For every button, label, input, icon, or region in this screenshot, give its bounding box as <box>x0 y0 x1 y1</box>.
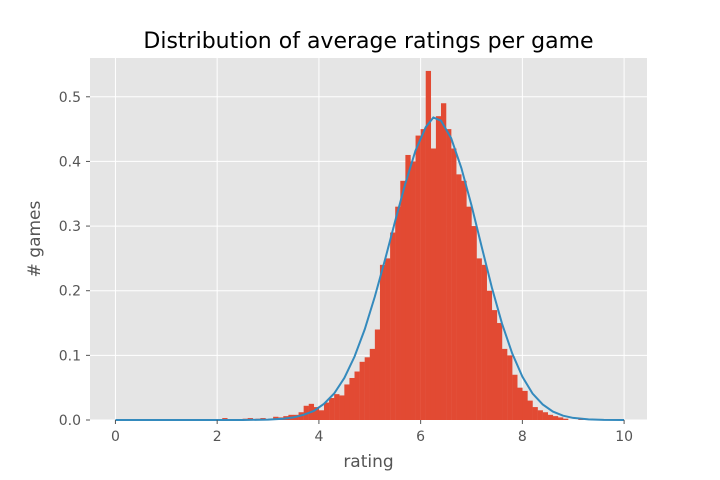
histogram-bar <box>486 290 493 420</box>
histogram-bar <box>481 264 487 420</box>
x-tick-label: 0 <box>111 429 120 445</box>
histogram-bar <box>461 180 467 420</box>
histogram-bar <box>532 407 538 420</box>
density-curve <box>115 116 625 421</box>
histogram-bar <box>323 402 330 420</box>
x-tick-label: 2 <box>213 429 222 445</box>
histogram-bar <box>547 414 554 420</box>
grid-lines <box>90 58 647 421</box>
x-axis-ticks: 0 2 4 6 8 10 <box>111 420 633 445</box>
histogram-bar <box>349 377 355 420</box>
histogram-bar <box>440 103 447 420</box>
histogram-bar <box>339 395 345 420</box>
histogram-bar <box>313 407 320 420</box>
y-tick-label: 0.4 <box>59 154 81 170</box>
histogram-bar <box>395 206 401 420</box>
histogram-bar <box>557 417 564 420</box>
y-tick-label: 0.0 <box>59 413 81 429</box>
histogram-bar <box>471 226 477 420</box>
x-tick-label: 8 <box>518 429 527 445</box>
histogram-bar <box>507 355 513 420</box>
histogram-bar <box>329 398 335 420</box>
histogram-bar <box>552 416 559 420</box>
x-axis-label: rating <box>343 452 393 472</box>
histogram-bar <box>400 180 406 420</box>
histogram-bar <box>369 348 376 420</box>
histogram-bar <box>563 418 569 420</box>
histogram-bar <box>359 361 365 420</box>
histogram-bar <box>334 394 340 420</box>
histogram-bar <box>374 329 381 420</box>
x-tick-label: 10 <box>615 429 633 445</box>
histogram-bar <box>405 154 411 420</box>
histogram-bar <box>430 148 437 420</box>
x-tick-label: 6 <box>416 429 425 445</box>
histogram-bar <box>410 161 416 420</box>
histogram-bar <box>466 206 472 420</box>
histogram-bar <box>446 129 452 420</box>
histogram-bar <box>415 135 421 421</box>
histogram-bar <box>502 348 508 420</box>
y-axis-ticks: 0.0 0.1 0.2 0.3 0.4 0.5 <box>59 90 90 429</box>
histogram-bar <box>435 116 442 420</box>
y-tick-label: 0.2 <box>59 284 81 300</box>
histogram-bar <box>496 323 503 420</box>
histogram-bar <box>390 232 396 420</box>
histogram-bar <box>379 264 386 420</box>
histogram-bar <box>364 357 370 420</box>
histogram-bar <box>385 258 391 420</box>
x-tick-label: 4 <box>314 429 323 445</box>
histogram-bar <box>456 174 462 420</box>
histogram-bar <box>542 412 549 420</box>
histogram-bar <box>318 410 325 420</box>
y-axis-label: # games <box>25 200 45 277</box>
histogram-bar <box>512 374 518 420</box>
histogram-bar <box>420 129 426 420</box>
histogram-bar <box>354 371 360 420</box>
histogram-bar <box>537 410 543 420</box>
histogram-bar <box>491 310 498 420</box>
histogram-bar <box>476 258 482 420</box>
y-tick-label: 0.5 <box>59 90 81 106</box>
histogram-bar <box>527 400 533 420</box>
y-tick-label: 0.3 <box>59 219 81 235</box>
y-tick-label: 0.1 <box>59 348 81 364</box>
histogram-bar <box>451 148 457 420</box>
histogram-bars <box>222 70 584 421</box>
chart-title: Distribution of average ratings per game <box>143 29 593 54</box>
histogram-bar <box>425 70 432 420</box>
histogram-bar <box>522 390 528 420</box>
histogram-bar <box>344 384 350 420</box>
histogram-bar <box>517 387 523 420</box>
